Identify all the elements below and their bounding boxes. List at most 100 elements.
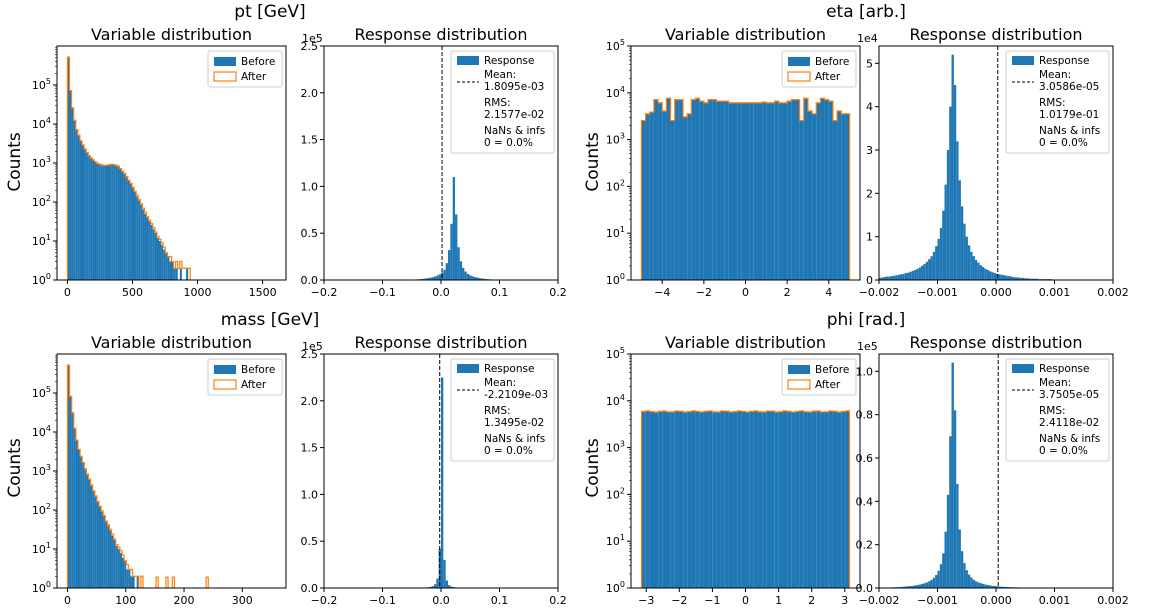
response-bar [1028,278,1032,280]
before-bar [807,111,813,280]
before-bar [119,169,122,280]
x-tick-label: 200 [174,594,195,607]
before-bar [683,412,688,588]
response-bar [886,276,889,280]
legend-nan-label: NaNs & infs [1039,125,1100,137]
response-bar [897,274,901,280]
response-bar [965,570,968,588]
before-bar [787,101,792,280]
x-tick-label: 1000 [184,286,212,299]
x-tick-label: 0.1 [491,594,509,607]
response-bar [942,210,945,280]
legend-label-after: After [241,71,267,83]
response-bar [974,581,978,588]
plot-area [879,354,1113,588]
before-bar [115,165,118,280]
before-bar [670,412,675,588]
response-bar [1000,586,1004,588]
response-bar [923,583,926,588]
before-bar [138,200,141,280]
before-bar [113,165,116,280]
response-bar [1026,278,1029,280]
y-tick-label: 104 [32,424,51,439]
y-multiplier: 1e5 [302,340,323,353]
response-bar [1010,276,1013,280]
before-bar [803,98,808,280]
before-bar [67,57,70,280]
panel-title: Variable distribution [91,333,252,352]
legend-rms-value: 1.3495e-02 [484,417,544,429]
y-tick-label: 0.0 [301,582,319,595]
legend-box [1005,358,1110,462]
before-bar [678,411,684,588]
x-tick-label: −0.1 [369,286,396,299]
legend-label-after: After [815,379,841,391]
response-bar [429,586,432,588]
y-tick-label: 2 [866,187,873,200]
before-bar [778,103,783,280]
panel-1: Variable distribution 0 500 1000 1500 100 101 1… [32,25,287,299]
response-bar [1005,275,1008,280]
before-bar [816,103,821,280]
plot-area [405,46,500,280]
response-bar [473,277,477,280]
before-bar [100,165,103,280]
x-tick-label: 3 [841,594,848,607]
legend-box [1005,50,1110,154]
before-bar [841,411,846,588]
x-tick-label: −0.2 [311,594,338,607]
legend-mean-value: -2.2109e-03 [484,389,548,401]
response-bar [925,261,929,280]
before-bar [152,229,155,280]
plot-area [640,410,851,588]
before-bar [678,100,684,280]
before-bar [132,576,135,588]
panel-title: Variable distribution [91,25,252,44]
response-bar [946,150,950,280]
response-bar [972,256,975,280]
x-tick-label: 0.2 [549,594,567,607]
response-bar [944,531,947,588]
before-bar [728,103,734,280]
response-bar [925,582,929,588]
y-tick-label: 1.5 [301,134,319,147]
before-bar [109,165,112,280]
response-bar [433,276,437,280]
y-tick-label: 2.5 [301,40,319,53]
before-bar [695,98,700,280]
response-bar [965,236,968,280]
response-bar [879,277,882,280]
before-bar [179,268,182,280]
before-bar [774,412,779,588]
response-bar [996,273,999,280]
x-tick-label: −0.001 [917,286,958,299]
x-tick-label: 0.1 [491,286,509,299]
before-bar [757,103,763,280]
y-tick-label: 2.0 [301,87,319,100]
panel-8: Response distribution −0.002 −0.001 0.000 0.… [856,333,1129,607]
response-bar [1035,278,1039,280]
y-tick-label: 0.4 [856,495,874,508]
response-bar [483,278,486,280]
response-bar [429,277,432,280]
response-bar [984,584,987,588]
y-tick-label: 105 [32,385,51,400]
response-bar [464,271,467,280]
before-bar [820,412,825,588]
before-bar [845,411,850,588]
before-bar [84,469,87,588]
response-bar [1003,586,1006,588]
before-bar [695,411,700,588]
before-bar [712,412,717,588]
before-bar [649,412,655,588]
panel-title: Response distribution [354,25,527,44]
before-bar [113,540,116,588]
row1-left-title: pt [GeV] [234,2,305,22]
before-bar [102,165,105,280]
panel-6: Response distribution −0.2 −0.1 0.0 0.1 0.2 0.… [301,333,567,607]
before-bar [654,412,659,588]
panel-7: Variable distribution −3 −2 −1 0 1 2 3 100 101 102… [606,333,861,607]
before-bar [733,412,738,588]
y-tick-label: 1.0 [301,180,319,193]
